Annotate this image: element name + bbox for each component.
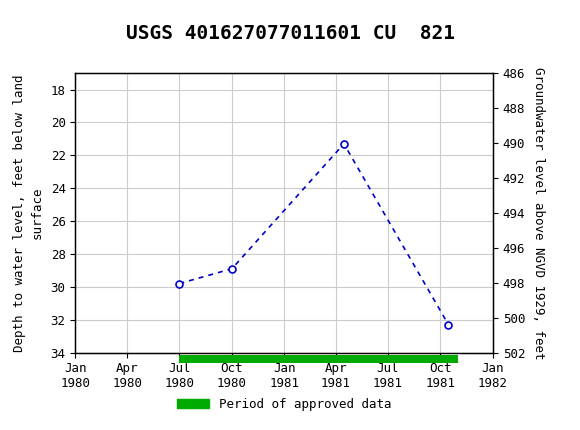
Text: USGS 401627077011601 CU  821: USGS 401627077011601 CU 821 [125,24,455,43]
Y-axis label: Groundwater level above NGVD 1929, feet: Groundwater level above NGVD 1929, feet [532,67,545,359]
Legend: Period of approved data: Period of approved data [172,393,396,416]
Bar [179,355,458,363]
Text: ▒USGS: ▒USGS [12,4,70,26]
Y-axis label: Depth to water level, feet below land
surface: Depth to water level, feet below land su… [13,74,44,352]
